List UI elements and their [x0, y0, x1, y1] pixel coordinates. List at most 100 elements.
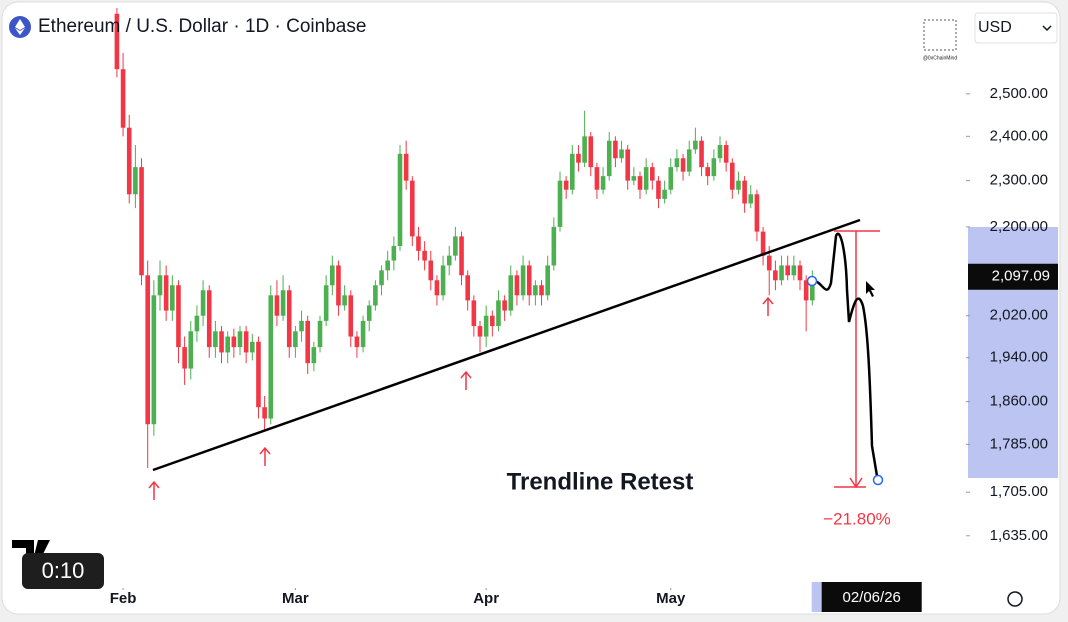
candle-body: [219, 331, 224, 353]
y-tick-label: 1,705.00: [990, 483, 1048, 500]
candle-body: [453, 236, 458, 256]
candle-body: [403, 153, 409, 181]
candle-body: [410, 180, 415, 237]
candle-body: [730, 162, 735, 190]
candle-body: [668, 167, 674, 190]
candle-body: [237, 331, 243, 348]
candle-body: [225, 336, 230, 353]
candle-body: [797, 265, 803, 281]
candle-body: [582, 136, 587, 163]
candle-body: [373, 285, 378, 306]
candle-body: [434, 280, 440, 296]
candle-body: [662, 189, 667, 199]
candle-body: [508, 275, 514, 311]
candle-body: [459, 236, 464, 276]
y-tick-label: 1,940.00: [990, 349, 1048, 366]
candle-body: [139, 167, 144, 276]
candle-body: [490, 315, 495, 327]
frame: [1, 1, 1061, 615]
candle-body: [354, 336, 360, 348]
cursor: [866, 281, 875, 297]
dropdown-caret: [1042, 25, 1052, 32]
candle-body: [274, 295, 280, 316]
coin-icon-glyph: [15, 19, 25, 35]
x-tick-label: May: [656, 590, 686, 607]
candle-body: [502, 300, 507, 311]
candle-body: [563, 180, 569, 190]
candle-body: [256, 341, 261, 408]
candle-body: [625, 149, 630, 181]
candle-body: [422, 250, 427, 261]
candle-body: [736, 180, 741, 190]
annotation: Trendline Retest: [507, 468, 694, 495]
candle-body: [650, 167, 655, 181]
candle-body: [680, 158, 686, 172]
candle-body: [539, 285, 544, 296]
candle-body: [779, 265, 784, 281]
candle-body: [471, 300, 477, 327]
candle-body: [686, 149, 692, 172]
candle-body: [194, 315, 200, 332]
candle-body: [773, 270, 778, 281]
candle-body: [693, 140, 698, 150]
candle-body: [496, 300, 501, 327]
candle-body: [440, 265, 446, 296]
y-tick-label: 1,860.00: [990, 393, 1048, 410]
candle-body: [656, 180, 661, 199]
candle-body: [323, 285, 329, 321]
candle-body: [619, 149, 624, 159]
settings-icon[interactable]: [1007, 591, 1023, 607]
candle-body: [588, 136, 594, 168]
watermark: @0xChainMind: [923, 55, 957, 61]
candle-body: [594, 167, 600, 190]
candle-body: [151, 295, 157, 425]
candle-body: [631, 176, 637, 181]
candle-body: [711, 158, 717, 177]
x-tick-label: Mar: [282, 590, 309, 607]
candle-body: [717, 145, 723, 159]
candle-body: [520, 265, 526, 296]
candle-body: [366, 305, 372, 321]
candle-body: [754, 194, 760, 232]
candle-body: [723, 145, 729, 163]
candle-body: [163, 275, 169, 311]
candle-body: [514, 275, 520, 296]
anchor-point: [806, 275, 818, 287]
candle-body: [416, 236, 421, 251]
candle-body: [157, 275, 163, 296]
candle-body: [742, 180, 747, 204]
price-label: 2,097.09: [992, 268, 1050, 285]
candle-body: [243, 331, 249, 353]
candle-body: [576, 153, 581, 163]
y-tick-label: 1,785.00: [990, 435, 1048, 452]
candle-body: [483, 315, 489, 337]
video-time: 0:10: [42, 558, 85, 583]
candle-body: [600, 176, 606, 190]
y-tick-label: 1,635.00: [990, 527, 1048, 544]
chart-title: Ethereum / U.S. Dollar · 1D · Coinbase: [38, 16, 366, 37]
candle-body: [391, 245, 397, 261]
candle-body: [785, 265, 790, 276]
plot: [114, 8, 815, 469]
candle-body: [114, 13, 120, 70]
candle-body: [120, 69, 126, 128]
currency-select[interactable]: [974, 12, 1058, 44]
candle-body: [145, 275, 150, 425]
candle-body: [317, 320, 323, 348]
candle-body: [760, 231, 766, 256]
candle-body: [262, 407, 267, 419]
y-tick-label: 2,300.00: [990, 172, 1048, 189]
measure: [834, 230, 880, 489]
x-tick-label: Apr: [473, 590, 499, 607]
candle-body: [305, 320, 310, 364]
candle-body: [286, 290, 292, 348]
candle-body: [360, 320, 366, 348]
candle-body: [231, 336, 237, 348]
video-timer: [22, 553, 104, 589]
candle-body: [348, 295, 354, 337]
candle-body: [299, 320, 304, 332]
candle-body: [176, 285, 181, 348]
projection-path: [811, 232, 879, 477]
candle-body: [268, 295, 274, 419]
